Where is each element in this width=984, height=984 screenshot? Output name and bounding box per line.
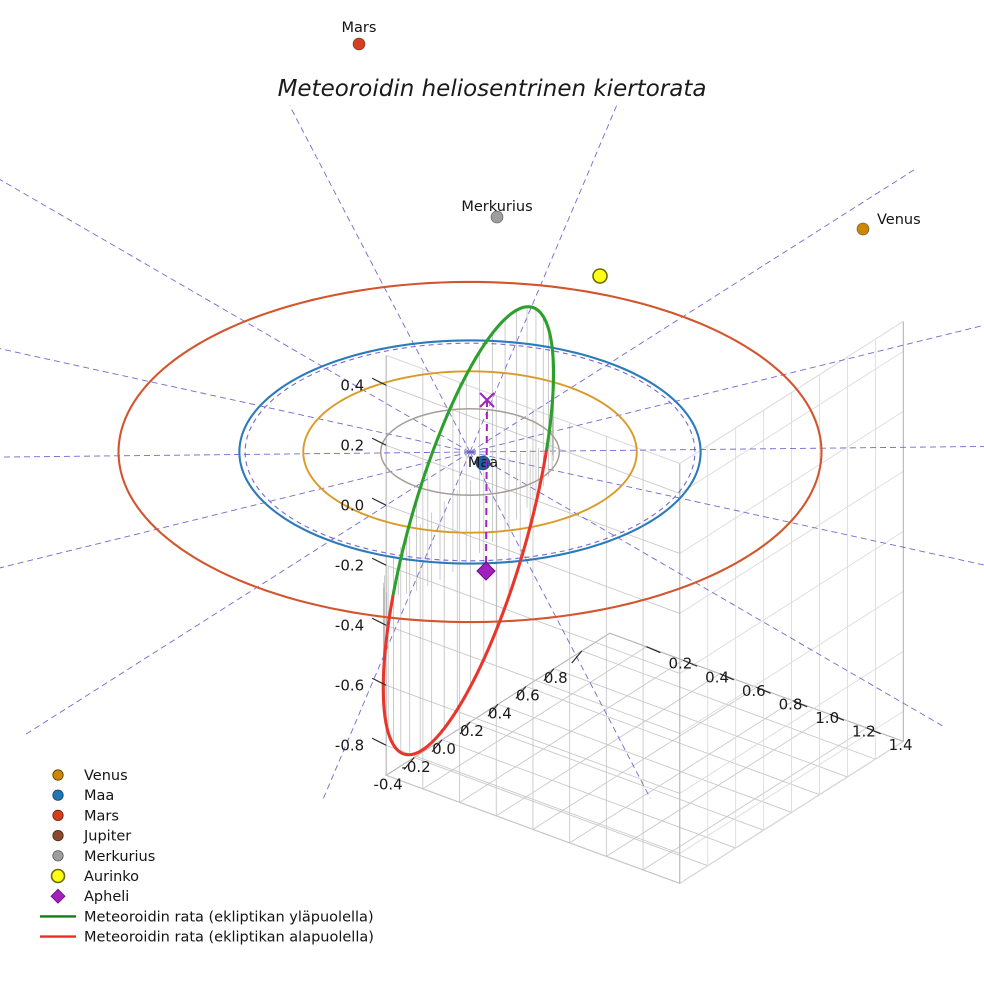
legend-item-meteoroidin-rata-ekliptikan-yläpuolella[interactable]: Meteoroidin rata (ekliptikan yläpuolella… [40, 909, 374, 925]
tick-label: -0.6 [335, 676, 364, 694]
legend-item-aurinko[interactable]: Aurinko [50, 868, 140, 885]
orbit-maa-dashed [244, 342, 696, 562]
orbit-mars [117, 280, 823, 624]
aphelion-diamond-marker [476, 561, 496, 581]
tick-label: 0.8 [779, 695, 803, 713]
tick-label: 0.4 [340, 376, 364, 394]
legend-label: Apheli [84, 889, 129, 905]
body-marker-aurinko [592, 268, 608, 284]
meteoroid-orbit [381, 305, 556, 757]
legend-circle-marker [52, 789, 64, 801]
aphelion-cross-icon [479, 392, 495, 408]
body-label-merkurius: Merkurius [461, 199, 532, 215]
aphelion-marker-group [476, 392, 496, 581]
tick-label: -0.2 [335, 556, 364, 574]
body-marker-merkurius [490, 210, 504, 224]
tick-label: 0.2 [460, 722, 484, 740]
legend-label: Merkurius [84, 849, 155, 865]
body-label-mars: Mars [342, 20, 377, 36]
legend-circle-marker [52, 850, 64, 862]
legend[interactable]: Venus Maa Mars Jupiter Merkurius Aurinko Aphel… [40, 768, 374, 946]
tick-label: -0.8 [335, 736, 364, 754]
legend-item-apheli[interactable]: Apheli [50, 888, 129, 905]
axis-tick-labels: 0.40.20.0-0.2-0.4-0.6-0.8-0.4-0.20.00.20… [335, 376, 913, 793]
tick-label: 0.0 [432, 740, 456, 758]
legend-item-jupiter[interactable]: Jupiter [52, 829, 132, 845]
legend-label: Mars [84, 808, 119, 824]
body-mars: Mars [342, 20, 377, 51]
legend-diamond-marker [50, 888, 66, 904]
legend-label: Jupiter [83, 829, 131, 845]
meteoroid-below-ecliptic [381, 456, 547, 757]
legend-item-maa[interactable]: Maa [52, 788, 114, 804]
body-label-maa: Maa [468, 455, 498, 471]
orbit-maa [238, 339, 702, 565]
legend-label: Meteoroidin rata (ekliptikan yläpuolella… [84, 909, 374, 925]
legend-circle-marker [52, 809, 64, 822]
tick-label: 0.6 [516, 687, 540, 705]
tick-label: 0.6 [742, 682, 766, 700]
tick-label: 0.8 [544, 669, 568, 687]
legend-label: Meteoroidin rata (ekliptikan alapuolella… [84, 930, 374, 946]
body-venus: Venus [856, 212, 921, 236]
meteoroid-above-ecliptic [391, 305, 556, 597]
body-maa: Maa [468, 455, 498, 471]
legend-circle-marker [52, 769, 64, 781]
tick-label: 0.2 [668, 655, 692, 673]
legend-item-merkurius[interactable]: Merkurius [52, 849, 155, 865]
legend-label: Venus [84, 768, 128, 784]
tick-label: 0.4 [705, 668, 729, 686]
orbit-merkurius [379, 408, 561, 496]
tick-label: 0.0 [340, 496, 364, 514]
legend-item-meteoroidin-rata-ekliptikan-alapuolella[interactable]: Meteoroidin rata (ekliptikan alapuolella… [40, 930, 374, 946]
tick-label: 0.2 [340, 436, 364, 454]
orbit-venus [302, 370, 638, 534]
tick-label: -0.2 [401, 758, 430, 776]
legend-circle-marker [50, 868, 66, 884]
tick-label: 1.2 [852, 722, 876, 740]
legend-circle-marker [52, 829, 64, 842]
tick-label: 1.4 [889, 736, 913, 754]
legend-item-mars[interactable]: Mars [52, 808, 119, 824]
solar-system-bodies: Mars Venus Merkurius Maa [342, 20, 921, 471]
body-merkurius: Merkurius [461, 199, 533, 224]
page-title: Meteoroidin heliosentrinen kiertorata [278, 76, 707, 102]
aphelion-stem [485, 399, 488, 572]
axis-ticks [371, 377, 881, 770]
legend-item-venus[interactable]: Venus [52, 768, 128, 784]
tick-label: 1.0 [815, 709, 839, 727]
body-marker-mars [352, 37, 366, 51]
tick-label: 0.4 [488, 705, 512, 723]
legend-label: Aurinko [84, 869, 139, 885]
body-marker-venus [856, 222, 870, 236]
body-aurinko [592, 268, 608, 284]
body-label-venus: Venus [877, 212, 921, 228]
planet-orbits [117, 280, 823, 624]
tick-label: -0.4 [335, 616, 364, 634]
axes-panes [384, 321, 905, 885]
tick-label: -0.4 [373, 776, 402, 794]
legend-label: Maa [84, 788, 114, 804]
